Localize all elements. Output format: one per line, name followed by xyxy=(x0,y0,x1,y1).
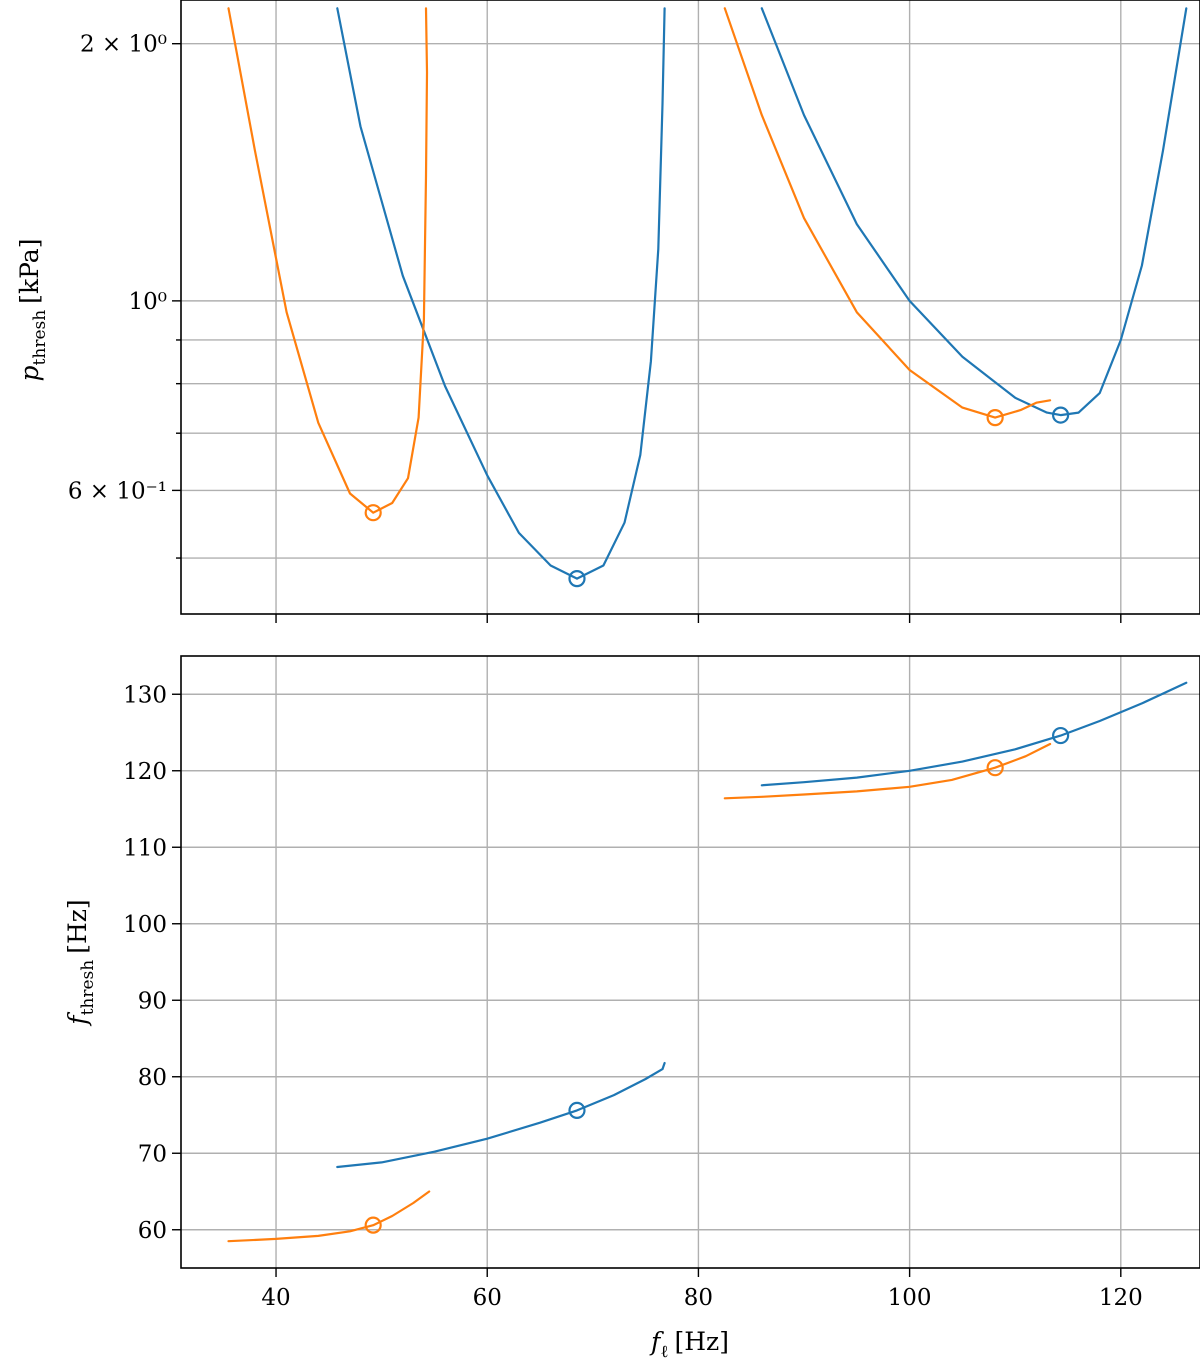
y-tick-label: 130 xyxy=(123,682,167,708)
threshold-marker-blue xyxy=(568,570,586,588)
threshold-marker-blue xyxy=(568,1101,586,1120)
series-line-blue xyxy=(336,1061,666,1169)
x-tick-label: 80 xyxy=(684,1285,713,1311)
series-line-orange xyxy=(723,742,1052,800)
y-tick-label: 80 xyxy=(138,1065,167,1091)
bottom-y-axis-label: fthresh[Hz] xyxy=(63,899,98,1026)
threshold-marker-blue xyxy=(1052,726,1070,745)
threshold-marker-blue xyxy=(1052,406,1070,424)
y-tick-label: 110 xyxy=(123,835,167,861)
y-tick-label: 10⁰ xyxy=(129,289,168,315)
bottom-panel: 60 70 80 90 100 110 120 130 40 60 80 100 120 xyxy=(123,655,1200,1311)
series-line-orange xyxy=(723,7,1052,419)
x-axis-label: fℓ [Hz] xyxy=(649,1327,729,1362)
top-panel: 6 × 10⁻¹ 10⁰ 2 × 10⁰ xyxy=(68,0,1200,623)
series-line-blue xyxy=(336,7,666,580)
y-tick-label: 100 xyxy=(123,912,167,938)
series-line-blue xyxy=(760,7,1188,417)
x-tick-label: 60 xyxy=(473,1285,502,1311)
y-tick-label: 6 × 10⁻¹ xyxy=(68,478,167,504)
threshold-marker-orange xyxy=(986,759,1004,777)
axes-frame xyxy=(180,0,1200,615)
x-tick-label: 40 xyxy=(261,1285,290,1311)
threshold-marker-orange xyxy=(364,504,382,522)
threshold-marker-orange xyxy=(364,1216,382,1234)
y-tick-label: 60 xyxy=(138,1218,167,1244)
y-tick-label: 90 xyxy=(138,988,167,1014)
top-y-axis-label: pthresh[kPa] xyxy=(15,239,50,382)
y-tick-label: 2 × 10⁰ xyxy=(80,32,167,58)
threshold-marker-orange xyxy=(986,409,1004,427)
axes-frame xyxy=(180,655,1200,1269)
series-line-orange xyxy=(227,1190,431,1243)
y-tick-label: 120 xyxy=(123,759,167,785)
x-tick-label: 120 xyxy=(1099,1285,1143,1311)
series-line-blue xyxy=(760,681,1188,787)
y-tick-label: 70 xyxy=(138,1141,167,1167)
series-line-orange xyxy=(227,7,429,514)
x-tick-label: 100 xyxy=(888,1285,932,1311)
